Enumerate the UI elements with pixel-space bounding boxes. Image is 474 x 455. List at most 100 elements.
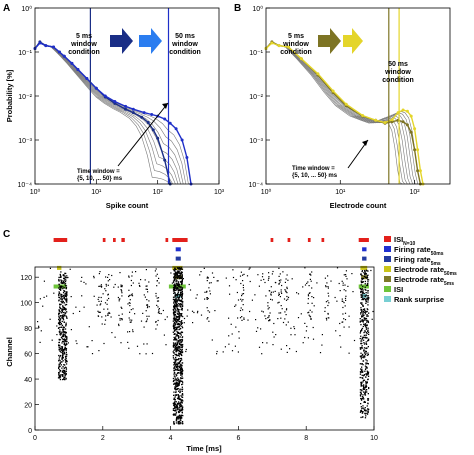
raster-spike — [338, 282, 340, 285]
column-spike — [107, 284, 109, 286]
column-spike — [344, 305, 346, 307]
burst-spike — [360, 382, 362, 384]
burst-spike — [59, 375, 61, 377]
column-spike — [286, 287, 288, 290]
burst-spike — [61, 347, 63, 349]
burst-spike — [180, 345, 182, 347]
b-point-50ms-17 — [416, 148, 420, 152]
raster-spike — [108, 311, 110, 314]
column-spike — [286, 308, 288, 310]
raster-spike — [49, 267, 51, 269]
burst-spike — [174, 348, 176, 350]
burst-spike — [175, 385, 177, 387]
burst-spike — [364, 356, 366, 358]
legend-swatch-3 — [384, 266, 391, 272]
burst-spike — [173, 409, 176, 412]
burst-spike — [172, 288, 175, 290]
c-y-axis-label: Channel — [5, 337, 14, 367]
burst-spike — [360, 340, 362, 342]
burst-spike — [66, 275, 68, 277]
burst-spike — [361, 293, 364, 295]
burst-spike — [364, 288, 366, 291]
burst-spike — [180, 291, 182, 293]
b-point-50ms-8 — [361, 114, 365, 117]
burst-spike — [64, 276, 67, 279]
column-spike — [287, 279, 289, 281]
column-spike — [269, 312, 271, 314]
burst-spike — [175, 339, 178, 341]
raster-spike — [293, 328, 296, 330]
burst-spike — [60, 347, 62, 350]
burst-spike — [362, 281, 364, 283]
burst-spike — [59, 377, 61, 379]
burst-spike — [58, 374, 60, 376]
raster-spike — [304, 322, 306, 324]
column-spike — [146, 304, 149, 306]
b-gray-curve-4 — [265, 42, 411, 185]
burst-spike — [174, 300, 177, 302]
burst-spike — [176, 372, 179, 375]
b-ytick-label-1: 10⁻¹ — [249, 50, 263, 57]
a-ytick-label-3: 10⁻³ — [18, 138, 32, 145]
burst-spike — [58, 338, 60, 341]
raster-spike — [238, 331, 240, 333]
column-spike — [345, 290, 347, 292]
burst-spike — [179, 340, 181, 342]
burst-spike — [65, 303, 68, 306]
raster-spike — [101, 323, 103, 325]
burst-spike — [178, 396, 180, 398]
column-spike — [310, 318, 312, 320]
burst-spike — [175, 413, 177, 415]
burst-spike — [178, 268, 180, 270]
burst-spike — [181, 268, 184, 270]
raster-spike — [272, 331, 274, 333]
burst-spike — [363, 343, 366, 345]
burst-spike — [64, 371, 67, 373]
burst-spike — [64, 340, 67, 342]
burst-spike — [360, 335, 362, 337]
burst-spike — [365, 311, 367, 313]
column-spike — [270, 293, 272, 295]
raster-spike — [216, 353, 218, 355]
column-spike — [344, 312, 347, 314]
burst-spike — [61, 338, 64, 340]
burst-spike — [177, 409, 179, 411]
burst-spike — [176, 300, 178, 302]
burst-spike — [174, 361, 177, 363]
column-spike — [121, 295, 123, 297]
burst-spike — [63, 371, 65, 374]
raster-spike — [140, 279, 142, 281]
burst-spike — [175, 294, 178, 296]
burst-spike — [174, 362, 176, 364]
detection-row0-seg-5 — [172, 238, 188, 242]
burst-spike — [58, 327, 60, 329]
column-spike — [285, 278, 287, 280]
burst-spike — [182, 415, 184, 417]
burst-spike — [362, 396, 364, 398]
burst-spike — [58, 294, 60, 296]
column-spike — [107, 308, 109, 310]
burst-spike — [173, 275, 176, 278]
burst-spike — [177, 366, 179, 368]
burst-spike — [178, 318, 180, 320]
burst-spike — [180, 327, 182, 330]
burst-spike — [178, 346, 181, 348]
burst-spike — [62, 348, 64, 351]
a-arrow-50ms — [139, 28, 162, 54]
burst-spike — [175, 375, 177, 377]
burst-spike — [181, 292, 184, 295]
column-spike — [129, 302, 131, 304]
b-point-50ms-6 — [331, 89, 335, 93]
raster-spike — [339, 322, 341, 325]
burst-spike — [66, 360, 68, 363]
burst-spike — [360, 363, 363, 365]
a-point-50ms-21 — [185, 156, 189, 159]
burst-spike — [366, 337, 368, 339]
burst-spike — [175, 407, 177, 409]
column-spike — [157, 300, 160, 302]
burst-spike — [63, 341, 65, 343]
burst-spike — [174, 273, 176, 275]
burst-spike — [63, 342, 66, 344]
burst-spike — [173, 406, 176, 408]
